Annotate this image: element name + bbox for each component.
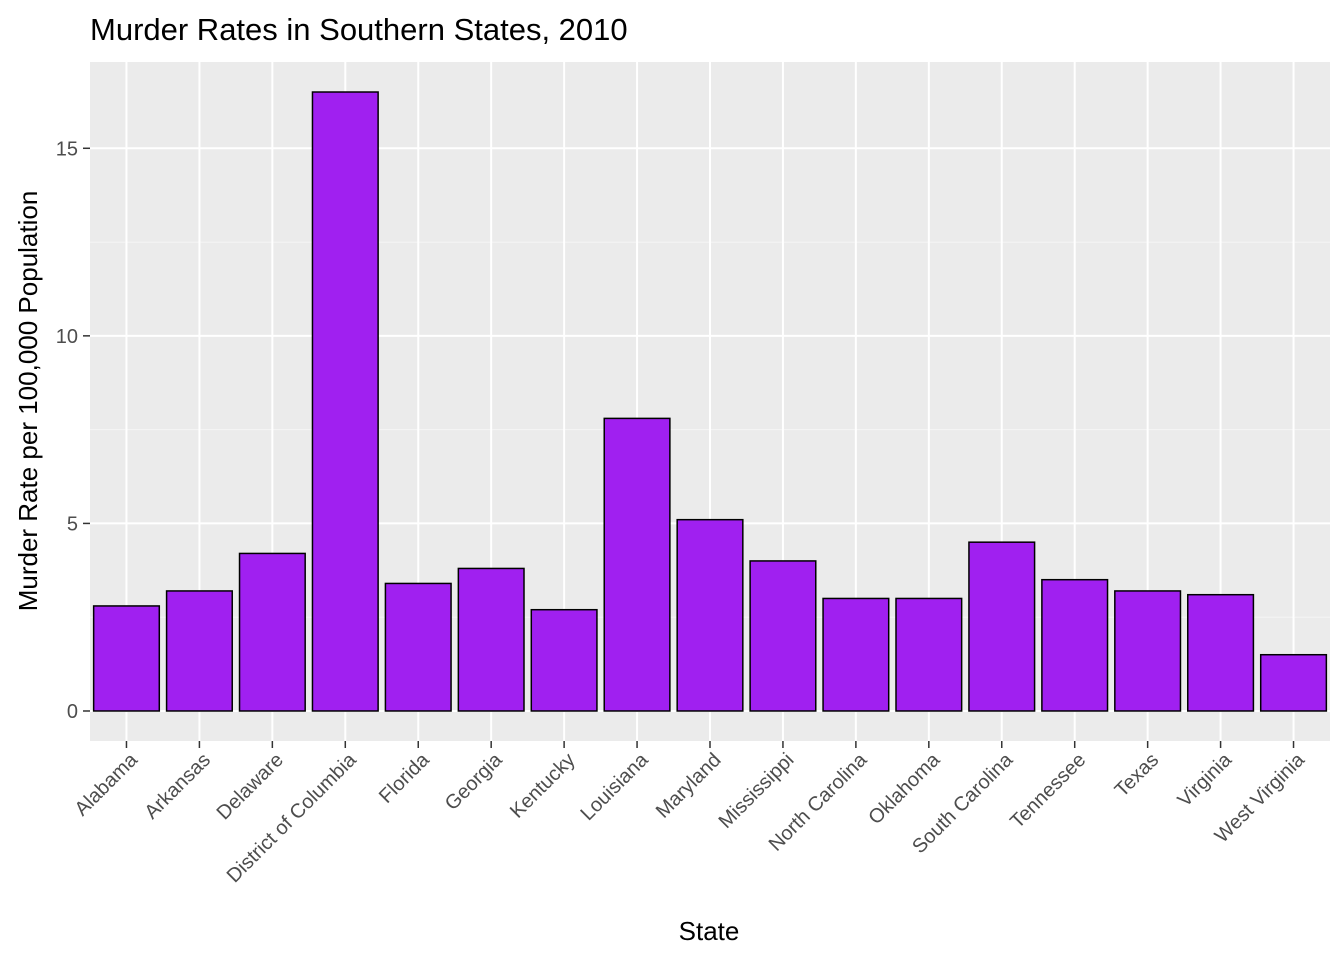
x-tick-label: Louisiana [576, 748, 653, 825]
bars [92, 91, 1328, 712]
bar-arkansas [165, 590, 233, 712]
x-tick-label: Tennessee [1006, 749, 1090, 833]
bar-district-of-columbia [311, 91, 379, 712]
bar-mississippi [749, 560, 817, 712]
x-tick-label: Delaware [213, 749, 288, 824]
x-tick-label: Virginia [1174, 748, 1237, 811]
y-tick-label: 15 [56, 138, 78, 160]
bar-louisiana [603, 417, 671, 712]
bar-florida [384, 582, 452, 712]
bar-south-carolina [968, 541, 1036, 712]
bar-west-virginia [1259, 653, 1328, 712]
bar-alabama [92, 605, 161, 712]
y-axis: 0 5 10 15 [56, 138, 90, 723]
bar-tennessee [1041, 578, 1109, 712]
x-tick-label: District of Columbia [223, 748, 362, 887]
x-tick-label: Kentucky [506, 749, 580, 823]
bar-kentucky [530, 608, 598, 712]
chart-title: Murder Rates in Southern States, 2010 [90, 12, 628, 47]
y-tick-label: 5 [67, 513, 78, 535]
y-tick-label: 10 [56, 326, 78, 348]
x-tick-label: Texas [1111, 749, 1164, 802]
x-tick-label: Florida [375, 748, 434, 807]
y-tick-label: 0 [67, 701, 78, 723]
bar-oklahoma [895, 597, 963, 712]
bar-maryland [676, 518, 744, 712]
bar-texas [1114, 590, 1182, 712]
x-axis-title: State [679, 916, 740, 946]
x-tick-label: Alabama [71, 748, 143, 820]
x-tick-label: Arkansas [140, 749, 215, 824]
bar-virginia [1187, 593, 1255, 712]
bar-delaware [238, 552, 306, 712]
y-axis-title: Murder Rate per 100,000 Population [13, 191, 43, 612]
bar-north-carolina [822, 597, 890, 712]
x-tick-label: Maryland [652, 749, 726, 823]
x-tick-label: Georgia [441, 748, 507, 814]
bar-georgia [457, 567, 525, 712]
